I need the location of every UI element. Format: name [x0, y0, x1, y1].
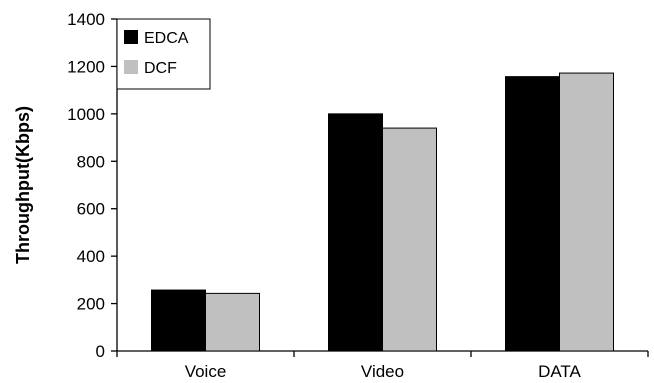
x-tick-label: Video [361, 362, 404, 381]
y-tick-label: 0 [96, 342, 105, 361]
legend-swatch-dcf [124, 60, 138, 74]
legend: EDCA DCF [116, 18, 211, 90]
bar-dcf-voice [205, 292, 260, 352]
y-tick-label: 200 [77, 295, 105, 314]
x-tick-label: DATA [538, 362, 581, 381]
y-axis-label: Throughput(Kbps) [13, 106, 33, 264]
bar-edca-data [505, 76, 560, 352]
bar-edca-voice [151, 289, 206, 352]
bar-dcf-data [559, 72, 614, 352]
y-tick-label: 1400 [67, 10, 105, 29]
y-tick-label: 400 [77, 247, 105, 266]
y-tick-label: 600 [77, 200, 105, 219]
legend-label-dcf: DCF [144, 60, 177, 77]
x-axis: Voice Video DATA [116, 350, 649, 381]
bars [151, 72, 614, 352]
y-tick-label: 800 [77, 152, 105, 171]
bar-edca-video [328, 113, 383, 352]
y-axis: 0 200 400 600 800 1000 1200 1400 [67, 10, 118, 361]
x-tick-label: Voice [185, 362, 227, 381]
bar-dcf-video [382, 127, 437, 352]
legend-box [116, 18, 211, 90]
y-tick-label: 1200 [67, 57, 105, 76]
legend-swatch-edca [124, 30, 138, 44]
y-tick-label: 1000 [67, 105, 105, 124]
legend-label-edca: EDCA [144, 30, 189, 47]
